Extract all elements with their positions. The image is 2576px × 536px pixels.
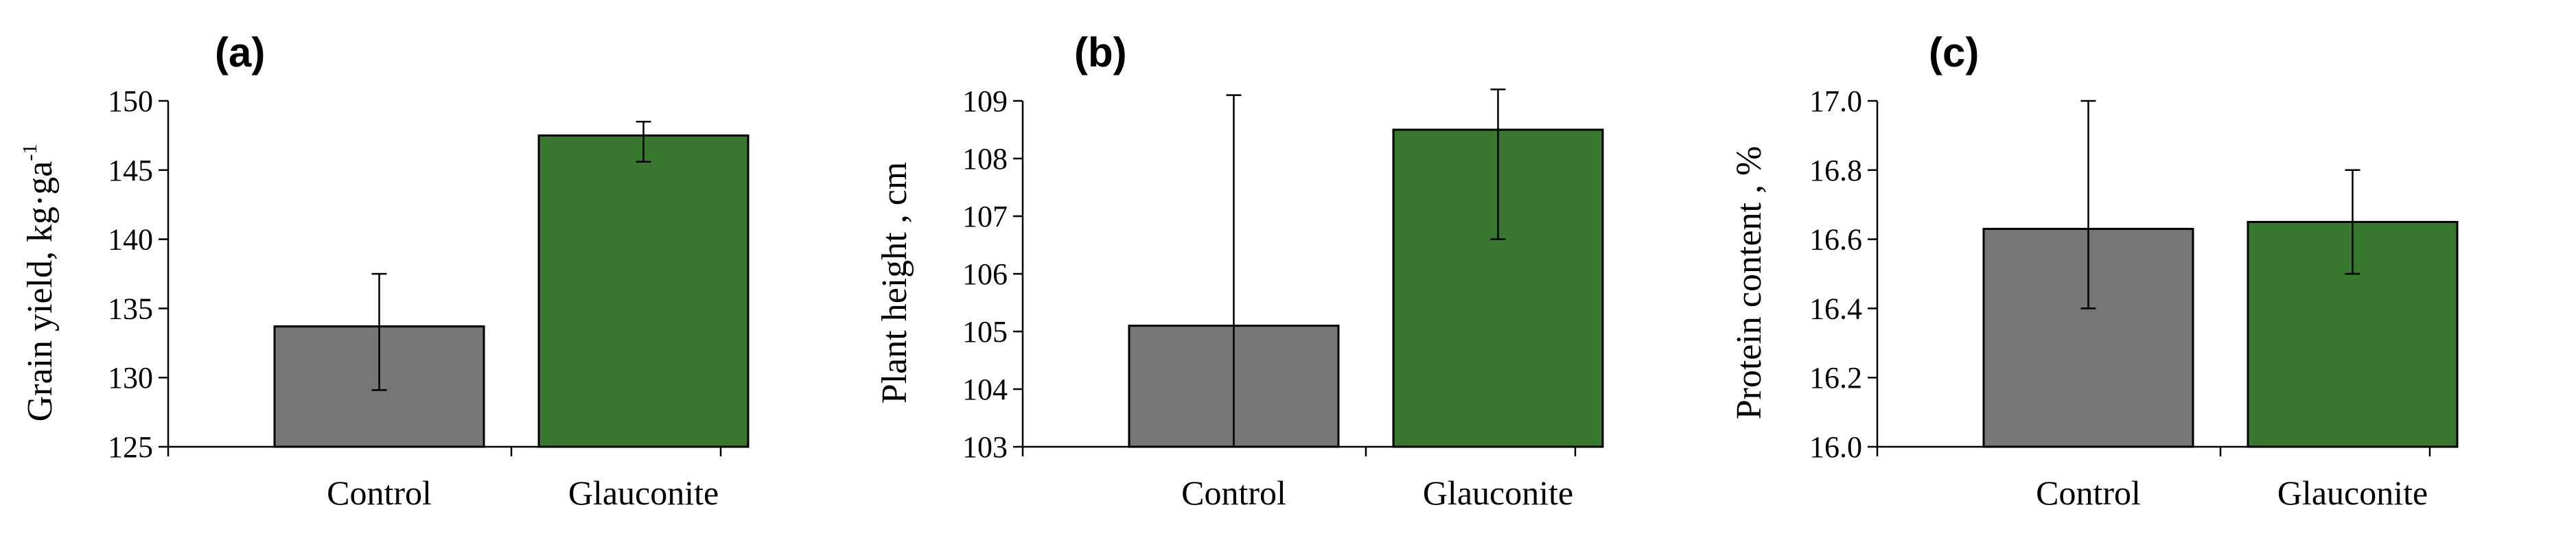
- panel-label-a: (a): [215, 30, 265, 75]
- y-tick-label-c: 16.0: [1809, 430, 1862, 464]
- svg-text:Grain yield, kg·ga-1: Grain yield, kg·ga-1: [19, 144, 60, 422]
- y-tick-label-c: 16.2: [1809, 361, 1862, 395]
- bar-a-glauconite: [537, 134, 750, 448]
- y-axis-label-a: Grain yield, kg·ga-1: [19, 144, 60, 422]
- x-category-label-a: Glauconite: [568, 474, 719, 512]
- x-category-label-c: Glauconite: [2277, 474, 2428, 512]
- y-tick-label-a: 145: [108, 154, 153, 187]
- chart-panel-c: (c) Protein content , % 16.0 16.2 16.4 16.6…: [1730, 30, 2459, 512]
- y-axis-label-text-b: Plant height , cm: [875, 162, 914, 404]
- x-category-label-c: Control: [2036, 474, 2141, 512]
- y-tick-label-b: 108: [962, 142, 1008, 176]
- y-axis-label-c: Protein content , %: [1730, 146, 1769, 420]
- x-category-label-a: Control: [327, 474, 432, 512]
- y-tick-label-b: 103: [962, 430, 1008, 464]
- y-tick-label-b: 107: [962, 200, 1008, 233]
- y-tick-label-c: 16.4: [1809, 292, 1862, 325]
- y-axis-label-b: Plant height , cm: [875, 162, 914, 404]
- y-axis-label-text-c: Protein content , %: [1730, 146, 1769, 420]
- chart-panel-a: (a) Grain yield, kg·ga-1 125 130 135 140 145…: [19, 30, 750, 512]
- x-category-label-b: Glauconite: [1423, 474, 1573, 512]
- y-tick-label-b: 105: [962, 315, 1008, 349]
- y-tick-label-b: 104: [962, 373, 1008, 406]
- y-tick-label-b: 109: [962, 84, 1008, 118]
- y-tick-label-c: 16.6: [1809, 223, 1862, 257]
- y-tick-label-c: 16.8: [1809, 154, 1862, 187]
- y-tick-label-a: 135: [108, 292, 153, 325]
- y-axis-label-text-a: Grain yield, kg·ga: [21, 161, 60, 422]
- panel-label-c: (c): [1929, 30, 1979, 75]
- y-tick-label-a: 140: [108, 223, 153, 257]
- y-tick-label-b: 106: [962, 257, 1008, 291]
- y-tick-label-a: 150: [108, 84, 153, 118]
- x-category-label-b: Control: [1181, 474, 1286, 512]
- panel-label-b: (b): [1074, 30, 1127, 75]
- y-tick-label-c: 17.0: [1809, 84, 1862, 118]
- chart-panel-b: (b) Plant height , cm 103 104 105 106 107 108…: [875, 30, 1604, 512]
- y-axis-label-superscript-a: -1: [19, 144, 41, 161]
- y-tick-label-a: 125: [108, 430, 153, 464]
- y-tick-label-a: 130: [108, 361, 153, 395]
